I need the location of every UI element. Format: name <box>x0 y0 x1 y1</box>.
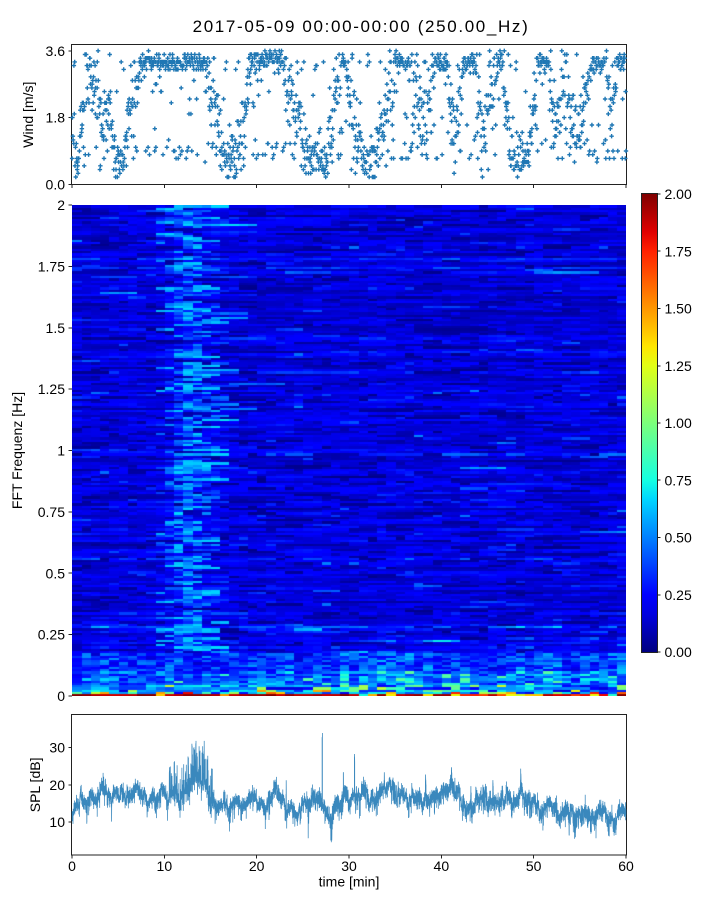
svg-text:1.25: 1.25 <box>665 358 692 374</box>
svg-text:1.8: 1.8 <box>46 110 66 126</box>
svg-text:0.25: 0.25 <box>665 587 692 603</box>
svg-text:20: 20 <box>49 777 65 793</box>
svg-text:50: 50 <box>526 858 542 874</box>
svg-text:1.00: 1.00 <box>665 415 692 431</box>
svg-text:30: 30 <box>341 858 357 874</box>
svg-text:10: 10 <box>157 858 173 874</box>
svg-text:0.5: 0.5 <box>46 565 66 581</box>
svg-text:FFT Frequenz [Hz]: FFT Frequenz [Hz] <box>9 392 25 509</box>
svg-text:40: 40 <box>434 858 450 874</box>
svg-text:30: 30 <box>49 740 65 756</box>
svg-text:0: 0 <box>68 858 76 874</box>
svg-text:SPL [dB]: SPL [dB] <box>27 758 43 813</box>
svg-text:0.25: 0.25 <box>38 627 65 643</box>
svg-text:1.50: 1.50 <box>665 301 692 317</box>
svg-text:time [min]: time [min] <box>319 874 380 890</box>
svg-text:0: 0 <box>57 688 65 704</box>
svg-text:0.00: 0.00 <box>665 644 692 660</box>
svg-text:10: 10 <box>49 814 65 830</box>
svg-text:2: 2 <box>57 197 65 213</box>
svg-text:3.6: 3.6 <box>46 43 66 59</box>
svg-text:1.25: 1.25 <box>38 381 65 397</box>
svg-text:2017-05-09 00:00-00:00 (250.00: 2017-05-09 00:00-00:00 (250.00_Hz) <box>193 17 530 36</box>
svg-text:1.75: 1.75 <box>665 243 692 259</box>
svg-text:Wind [m/s]: Wind [m/s] <box>20 82 36 148</box>
svg-text:20: 20 <box>249 858 265 874</box>
svg-text:0.75: 0.75 <box>665 472 692 488</box>
svg-text:1.5: 1.5 <box>46 320 66 336</box>
svg-text:1.75: 1.75 <box>38 258 65 274</box>
svg-text:0.50: 0.50 <box>665 530 692 546</box>
svg-text:60: 60 <box>618 858 634 874</box>
svg-text:1: 1 <box>57 443 65 459</box>
svg-text:2.00: 2.00 <box>665 186 692 202</box>
svg-text:0.0: 0.0 <box>46 176 66 192</box>
svg-text:0.75: 0.75 <box>38 504 65 520</box>
